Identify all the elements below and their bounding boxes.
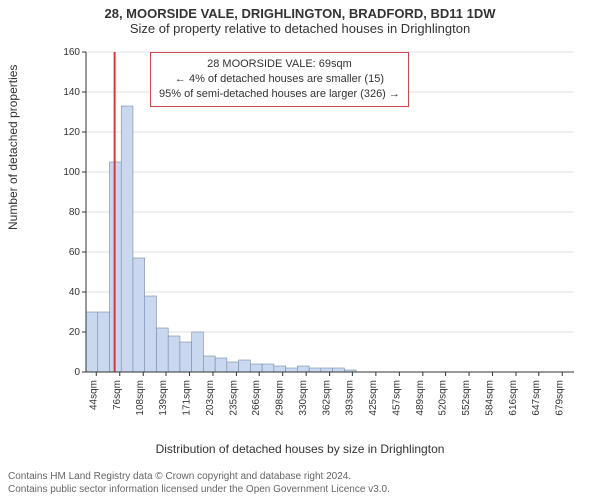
annotation-line-1: 28 MOORSIDE VALE: 69sqm — [159, 57, 400, 72]
chart-title-description: Size of property relative to detached ho… — [0, 21, 600, 40]
svg-text:489sqm: 489sqm — [415, 380, 426, 416]
svg-text:679sqm: 679sqm — [554, 380, 565, 416]
svg-text:330sqm: 330sqm — [298, 380, 309, 416]
svg-text:76sqm: 76sqm — [112, 380, 123, 410]
svg-text:100: 100 — [63, 167, 80, 178]
svg-text:647sqm: 647sqm — [531, 380, 542, 416]
svg-text:44sqm: 44sqm — [88, 380, 99, 410]
svg-text:298sqm: 298sqm — [275, 380, 286, 416]
svg-text:584sqm: 584sqm — [485, 380, 496, 416]
svg-text:139sqm: 139sqm — [158, 380, 169, 416]
footer-line-1: Contains HM Land Registry data © Crown c… — [8, 471, 592, 484]
chart-plot-area: 0 20 40 60 80 100 120 140 160 44sqm 76sqm 108sqm 139… — [58, 48, 580, 418]
svg-text:108sqm: 108sqm — [135, 380, 146, 416]
footer-line-2: Contains public sector information licen… — [8, 484, 592, 497]
svg-text:362sqm: 362sqm — [322, 380, 333, 416]
annotation-line-3: 95% of semi-detached houses are larger (… — [159, 87, 400, 102]
svg-text:0: 0 — [74, 367, 80, 378]
svg-text:120: 120 — [63, 127, 80, 138]
y-axis-label: Number of detached properties — [6, 65, 20, 230]
annotation-line-2: ← 4% of detached houses are smaller (15) — [159, 72, 400, 87]
svg-text:552sqm: 552sqm — [461, 380, 472, 416]
svg-text:40: 40 — [69, 287, 81, 298]
svg-text:425sqm: 425sqm — [368, 380, 379, 416]
svg-text:235sqm: 235sqm — [228, 380, 239, 416]
svg-text:457sqm: 457sqm — [391, 380, 402, 416]
chart-title-address: 28, MOORSIDE VALE, DRIGHLINGTON, BRADFOR… — [0, 0, 600, 21]
svg-text:171sqm: 171sqm — [181, 380, 192, 416]
svg-text:60: 60 — [69, 247, 81, 258]
svg-text:80: 80 — [69, 207, 81, 218]
svg-text:160: 160 — [63, 48, 80, 58]
svg-text:203sqm: 203sqm — [205, 380, 216, 416]
footer-attribution: Contains HM Land Registry data © Crown c… — [8, 471, 592, 496]
svg-text:266sqm: 266sqm — [251, 380, 262, 416]
svg-text:140: 140 — [63, 87, 80, 98]
svg-text:393sqm: 393sqm — [344, 380, 355, 416]
x-axis-label: Distribution of detached houses by size … — [0, 442, 600, 456]
annotation-box: 28 MOORSIDE VALE: 69sqm ← 4% of detached… — [150, 52, 409, 107]
chart-container: 28, MOORSIDE VALE, DRIGHLINGTON, BRADFOR… — [0, 0, 600, 500]
svg-text:520sqm: 520sqm — [438, 380, 449, 416]
svg-text:20: 20 — [69, 327, 81, 338]
svg-text:616sqm: 616sqm — [508, 380, 519, 416]
